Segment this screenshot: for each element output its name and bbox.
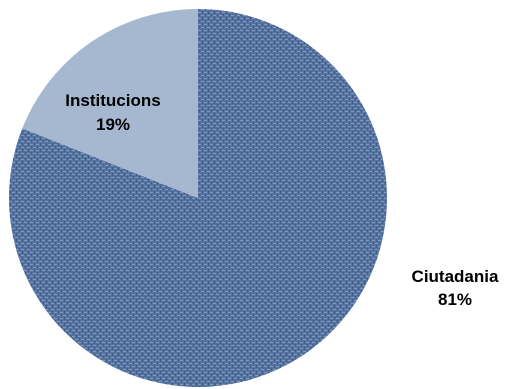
slice-label-institucions: Institucions bbox=[65, 91, 160, 110]
slice-value-institucions: 19% bbox=[96, 115, 130, 134]
slice-value-ciutadania: 81% bbox=[438, 290, 472, 309]
pie-slice-ciutadania bbox=[9, 9, 388, 388]
pie-slice-institucions bbox=[22, 9, 198, 198]
slice-label-ciutadania: Ciutadania bbox=[412, 267, 499, 286]
